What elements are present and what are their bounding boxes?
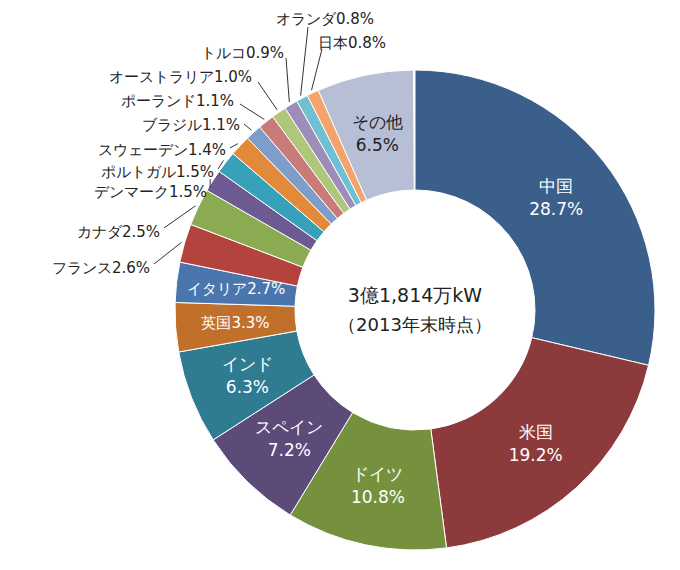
leader-line <box>154 242 182 264</box>
category-label: インド <box>222 354 273 374</box>
category-label: 日本 <box>318 34 348 52</box>
value-label: 6.3% <box>226 377 269 397</box>
leader-line <box>244 124 251 130</box>
data-label: ポーランド1.1% <box>121 92 234 110</box>
data-label: 英国3.3% <box>201 313 269 331</box>
data-label: トルコ0.9% <box>201 44 284 62</box>
category-label: イタリア <box>187 280 247 298</box>
data-label: デンマーク1.5% <box>94 183 207 201</box>
leader-line <box>240 104 264 119</box>
value-label: 7.2% <box>268 440 311 460</box>
category-label: カナダ <box>77 223 123 241</box>
leader-line <box>301 27 308 96</box>
value-label: 0.8% <box>348 34 386 52</box>
value-label: 28.7% <box>529 199 583 219</box>
category-label: オランダ <box>276 10 337 28</box>
leader-line <box>230 144 238 148</box>
value-label: 3.3% <box>231 313 269 331</box>
value-label: 6.5% <box>356 135 399 155</box>
value-label: 1.4% <box>188 141 226 159</box>
value-label: 2.7% <box>247 280 285 298</box>
category-label: 英国 <box>201 313 231 331</box>
data-label: カナダ2.5% <box>77 223 160 241</box>
data-label: イタリア2.7% <box>187 280 285 298</box>
category-label: トルコ <box>201 44 246 62</box>
leader-line <box>164 206 195 228</box>
value-label: 1.1% <box>196 92 234 110</box>
slices <box>175 70 655 550</box>
value-label: 1.1% <box>202 116 240 134</box>
value-label: 2.6% <box>112 259 150 277</box>
slice <box>175 302 297 352</box>
category-label: その他 <box>352 112 403 132</box>
value-label: 19.2% <box>509 445 563 465</box>
value-label: 1.5% <box>169 183 207 201</box>
labels: 中国28.7%米国19.2%ドイツ10.8%スペイン7.2%インド6.3%英国3… <box>52 10 583 508</box>
data-label: オランダ0.8% <box>276 10 374 28</box>
center-title: 3億1,814万kW <box>348 284 482 306</box>
category-label: オーストラリア <box>109 68 214 86</box>
category-label: 中国 <box>539 176 573 196</box>
value-label: 1.0% <box>214 68 252 86</box>
value-label: 2.5% <box>122 223 160 241</box>
value-label: 10.8% <box>351 487 405 507</box>
data-label: スウェーデン1.4% <box>98 141 226 159</box>
leader-line <box>258 82 277 110</box>
category-label: スウェーデン <box>98 141 188 159</box>
category-label: ドイツ <box>352 464 403 484</box>
leader-line <box>286 58 289 102</box>
value-label: 0.8% <box>336 10 374 28</box>
slice <box>213 375 352 515</box>
value-label: 1.5% <box>176 163 214 181</box>
chart: 中国28.7%米国19.2%ドイツ10.8%スペイン7.2%インド6.3%英国3… <box>0 0 680 570</box>
data-label: オーストラリア1.0% <box>109 68 252 86</box>
category-label: 米国 <box>519 422 553 442</box>
category-label: フランス <box>52 259 112 277</box>
slice <box>318 70 414 200</box>
data-label: フランス2.6% <box>52 259 150 277</box>
center-subtitle: （2013年末時点） <box>338 314 492 335</box>
category-label: スペイン <box>255 417 323 437</box>
category-label: ポルトガル <box>101 163 176 181</box>
data-label: ブラジル1.1% <box>142 116 240 134</box>
value-label: 0.9% <box>246 44 284 62</box>
leader-line <box>218 160 223 169</box>
data-label: ポルトガル1.5% <box>101 163 214 181</box>
category-label: ポーランド <box>121 92 196 110</box>
category-label: デンマーク <box>94 183 169 201</box>
leader-line <box>312 49 322 90</box>
category-label: ブラジル <box>142 116 202 134</box>
data-label: 日本0.8% <box>318 34 386 52</box>
slice <box>431 338 649 548</box>
